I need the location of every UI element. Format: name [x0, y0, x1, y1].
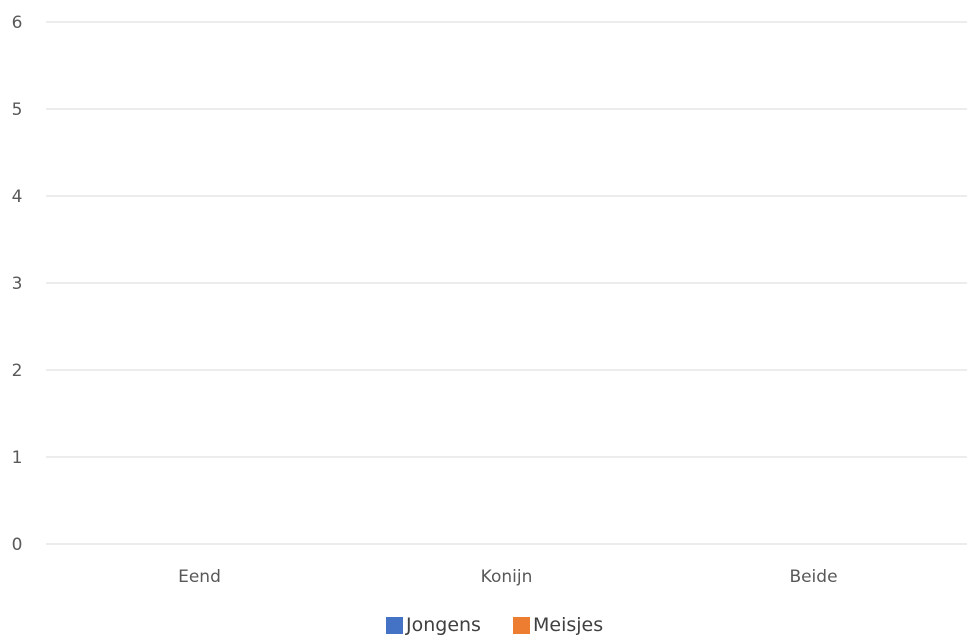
y-tick-label: 6: [12, 13, 23, 33]
x-category-label: Konijn: [481, 567, 533, 587]
x-category-label: Beide: [789, 567, 837, 587]
y-tick-label: 1: [12, 448, 23, 468]
legend-swatch-jongens: [386, 617, 403, 634]
legend-label-jongens: Jongens: [405, 614, 481, 635]
gridlines: [46, 21, 967, 545]
legend-swatch-meisjes: [513, 617, 530, 634]
x-category-label: Eend: [178, 567, 221, 587]
y-tick-label: 2: [12, 361, 23, 381]
x-axis-categories: Eend Konijn Beide: [178, 567, 837, 587]
y-tick-label: 0: [12, 535, 23, 555]
legend: Jongens Meisjes: [386, 614, 603, 635]
legend-label-meisjes: Meisjes: [533, 614, 603, 635]
y-axis-ticks: 0 1 2 3 4 5 6: [12, 13, 23, 555]
y-tick-label: 5: [12, 100, 23, 120]
y-tick-label: 3: [12, 274, 23, 294]
y-tick-label: 4: [12, 187, 23, 207]
